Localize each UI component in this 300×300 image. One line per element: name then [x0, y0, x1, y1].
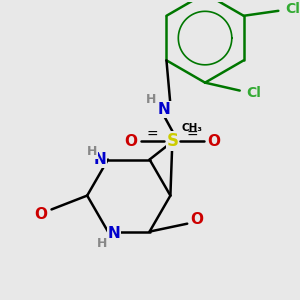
Text: N: N — [107, 226, 120, 241]
Text: =: = — [147, 128, 158, 142]
Text: Cl: Cl — [246, 85, 261, 100]
Text: O: O — [208, 134, 220, 148]
Text: N: N — [94, 152, 106, 167]
Text: CH₃: CH₃ — [181, 123, 202, 133]
Text: H: H — [87, 145, 97, 158]
Text: N: N — [158, 102, 171, 117]
Text: O: O — [34, 207, 47, 222]
Text: H: H — [146, 93, 156, 106]
Text: H: H — [97, 237, 107, 250]
Text: O: O — [124, 134, 137, 148]
Text: =: = — [186, 128, 198, 142]
Text: O: O — [190, 212, 204, 227]
Text: Cl: Cl — [285, 2, 300, 16]
Text: S: S — [167, 132, 178, 150]
